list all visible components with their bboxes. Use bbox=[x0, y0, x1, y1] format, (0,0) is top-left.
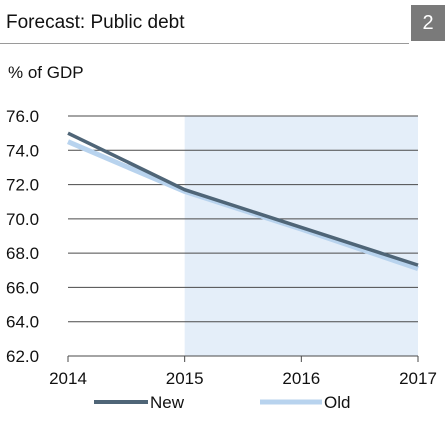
y-tick-label: 76.0 bbox=[6, 107, 39, 126]
y-axis-unit-label: % of GDP bbox=[8, 63, 84, 82]
header-divider bbox=[0, 43, 409, 44]
forecast-shading bbox=[184, 116, 418, 356]
chart-title: Forecast: Public debt bbox=[6, 12, 185, 33]
y-tick-label: 62.0 bbox=[6, 347, 39, 366]
y-tick-label: 74.0 bbox=[6, 141, 39, 160]
y-tick-label: 70.0 bbox=[6, 210, 39, 229]
y-tick-label: 64.0 bbox=[6, 313, 39, 332]
x-tick-label: 2016 bbox=[282, 369, 320, 388]
series-line-new bbox=[67, 131, 419, 267]
chart-header: Forecast: Public debt 2 bbox=[0, 0, 447, 44]
x-tick-label: 2017 bbox=[399, 369, 437, 388]
y-tick-label: 66.0 bbox=[6, 278, 39, 297]
chart-number-badge: 2 bbox=[411, 5, 445, 41]
x-tick-label: 2015 bbox=[166, 369, 204, 388]
y-tick-label: 72.0 bbox=[6, 176, 39, 195]
legend-label-new: New bbox=[150, 393, 185, 412]
legend-label-old: Old bbox=[324, 393, 350, 412]
x-tick-label: 2014 bbox=[49, 369, 87, 388]
y-tick-label: 68.0 bbox=[6, 244, 39, 263]
